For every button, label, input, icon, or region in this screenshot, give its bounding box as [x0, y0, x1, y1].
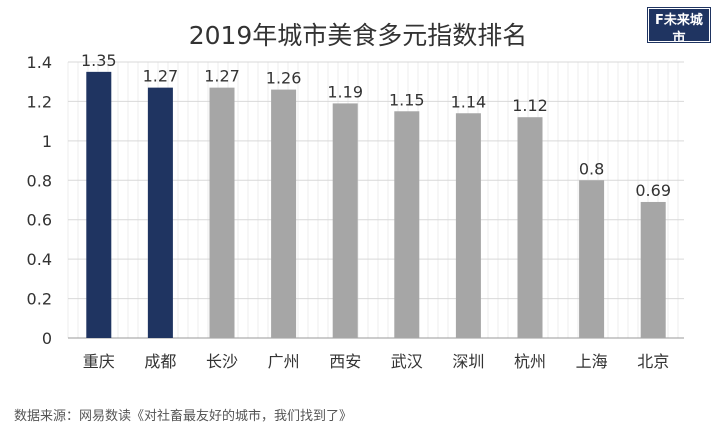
y-tick-label: 0 — [42, 329, 52, 348]
x-tick-label: 广州 — [268, 352, 300, 371]
bars — [86, 71, 666, 339]
y-tick-label: 1.4 — [27, 53, 52, 72]
x-tick-label: 西安 — [329, 352, 361, 371]
bar-value-label: 1.35 — [81, 51, 117, 70]
bar-value-label: 0.8 — [579, 159, 604, 178]
x-tick-label: 成都 — [144, 352, 176, 371]
future-city-logo: F未来城市 FUTURE CITY — [647, 7, 711, 54]
bar-value-label: 1.15 — [389, 90, 425, 109]
bar-value-label: 0.69 — [635, 181, 671, 200]
bar-value-label: 1.27 — [204, 67, 240, 86]
y-tick-label: 0.4 — [27, 250, 52, 269]
x-tick-label: 重庆 — [83, 352, 115, 371]
y-tick-label: 1.2 — [27, 92, 52, 111]
x-tick-label: 上海 — [576, 352, 608, 371]
bar — [517, 117, 543, 338]
logo-sub-text: FUTURE CITY — [651, 48, 707, 54]
x-tick-label: 长沙 — [206, 352, 238, 371]
logo-main-text: F未来城市 — [655, 13, 703, 46]
chart-title: 2019年城市美食多元指数排名 — [188, 21, 528, 50]
y-axis-ticks: 0 0.2 0.4 0.6 0.8 1 1.2 1.4 — [27, 53, 52, 348]
bar-value-label: 1.19 — [327, 82, 363, 101]
bar — [640, 201, 666, 338]
x-tick-label: 武汉 — [391, 352, 423, 371]
bar — [271, 89, 297, 338]
x-tick-label: 深圳 — [452, 352, 484, 371]
bar — [394, 111, 420, 339]
bar-value-label: 1.14 — [451, 92, 487, 111]
bar-value-label: 1.26 — [266, 69, 302, 88]
bar — [209, 87, 235, 338]
source-note: 数据来源：网易数读《对社畜最友好的城市，我们找到了》 — [14, 409, 353, 424]
value-labels: 1.35 1.27 1.27 1.26 1.19 1.15 1.14 1.12 0.8 0.69 — [81, 51, 671, 200]
bar-value-label: 1.27 — [143, 67, 179, 86]
bar — [147, 87, 173, 338]
bar — [455, 113, 481, 338]
y-tick-label: 0.6 — [27, 211, 52, 230]
bar — [579, 180, 605, 338]
bar — [332, 103, 358, 339]
y-tick-label: 1 — [42, 132, 52, 151]
bar — [86, 71, 112, 338]
x-tick-label: 杭州 — [514, 352, 546, 371]
bar-value-label: 1.12 — [512, 96, 548, 115]
x-tick-label: 北京 — [637, 352, 669, 371]
x-axis-ticks: 重庆 成都 长沙 广州 西安 武汉 深圳 杭州 上海 北京 — [83, 352, 669, 371]
y-tick-label: 0.2 — [27, 290, 52, 309]
y-tick-label: 0.8 — [27, 171, 52, 190]
